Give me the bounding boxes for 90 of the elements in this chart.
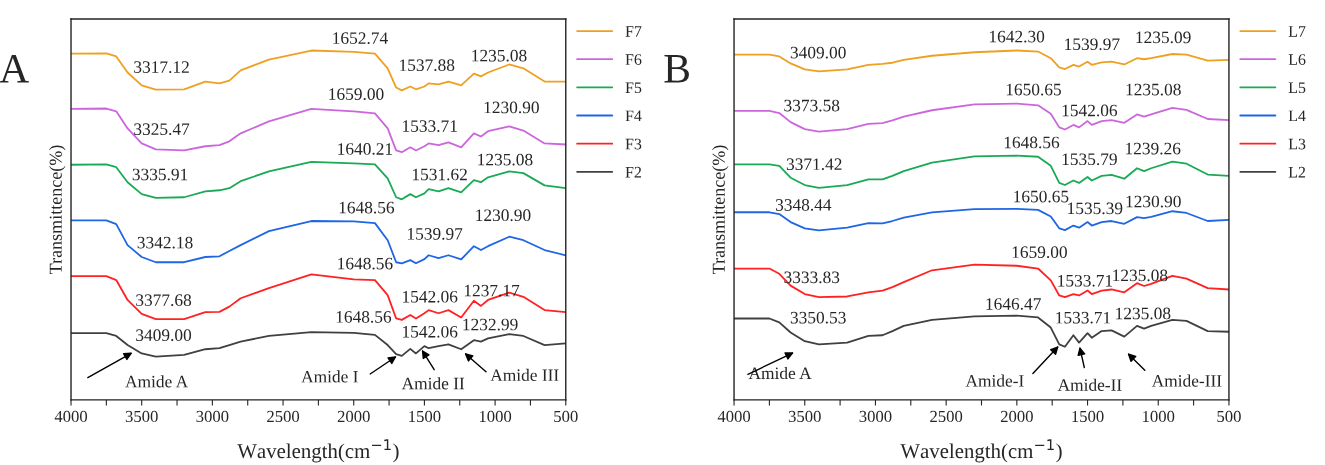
legend-label: F3 [625,138,642,150]
annotation: 1539.97 [407,228,463,240]
y-axis-title: Transmittence(%) [49,145,66,275]
annotation: 1542.06 [1062,104,1118,117]
annotation: 3373.58 [784,99,840,112]
annotation: 1235.08 [1113,269,1168,282]
legend-label: F6 [625,54,642,65]
chart-title: B [664,55,689,83]
annotation: 1533.71 [1058,274,1113,287]
annotation: 1537.88 [400,59,455,72]
annotation: 1659.00 [1012,246,1067,259]
annotation: 3350.53 [790,311,846,324]
annotation: Amide A [748,366,812,380]
annotation: 1659.00 [329,88,384,101]
annotation: 1239.26 [1126,142,1181,155]
legend-label: L6 [1288,54,1306,65]
x-tick-label: 3000 [859,410,892,423]
annotation: 1235.08 [1126,83,1181,96]
x-tick-label: 2500 [267,410,300,423]
x-tick-label: 3500 [125,410,158,423]
annotation: 3325.47 [134,123,190,136]
x-tick-label: 1500 [1072,410,1104,423]
x-tick-label: 2000 [337,410,370,423]
annotation: Amide II [401,377,465,390]
annotation: 1230.90 [1126,195,1181,208]
annotation: 3317.12 [134,61,189,73]
annotation: 1648.56 [1004,136,1060,149]
annotation: 1535.39 [1068,202,1123,215]
x-tick-label: 500 [554,410,578,423]
chart-title: A [0,54,29,83]
annotation: Amide-III [1151,374,1222,387]
annotation: 1235.08 [472,49,527,62]
legend-label: F4 [625,110,642,122]
annotation: 1533.71 [403,120,457,133]
annotation: Amide A [125,375,189,388]
x-tick-label: 3500 [788,410,821,423]
legend-label: L4 [1288,110,1306,122]
annotation: Amide I [301,370,358,383]
annotation: 1533.71 [1056,311,1111,324]
annotation: 1648.56 [339,201,395,214]
annotation: 1650.65 [1006,83,1061,96]
x-tick-label: 2000 [1000,410,1033,423]
annotation: 1542.06 [403,325,458,338]
annotation: 1237.17 [464,284,520,297]
annotation: 1640.21 [338,143,393,155]
text: 1642.30 [989,30,1045,43]
annotation: 1230.90 [484,101,539,114]
annotation: 1535.79 [1062,153,1117,166]
annotation: 1648.56 [336,311,392,323]
x-tick-label: 1000 [1143,410,1175,423]
annotation: 1531.62 [412,168,467,181]
legend-label: F5 [625,82,642,94]
x-tick-label: 500 [1217,410,1241,423]
text: 1539.97 [1065,38,1120,51]
text: 1235.09 [1136,31,1191,44]
annotation: 1650.65 [1014,190,1069,203]
annotation: 3342.18 [137,236,193,249]
legend-label: F7 [625,26,642,37]
annotation: 1232.99 [463,318,518,331]
annotation: 1235.08 [1116,307,1171,320]
x-tick-label: 4000 [717,410,751,423]
y-axis-title: Transmittence(%) [712,145,729,275]
annotation: Amide-I [965,374,1024,387]
annotation: 3333.83 [784,271,840,284]
annotation: 3348.44 [775,199,832,211]
annotation: 3377.68 [136,294,192,307]
annotation: 1648.56 [338,257,393,270]
annotation: Amide-II [1057,378,1122,391]
text: 1652.74 [333,32,388,45]
x-tick-label: 3000 [196,410,229,423]
annotation: Amide III [490,368,559,382]
x-tick-label: 1500 [409,410,441,423]
legend-label: L5 [1288,82,1306,94]
annotation: 3371.42 [786,158,842,171]
annotation: 3335.91 [132,168,188,181]
x-tick-label: 4000 [54,410,88,423]
x-axis-title: Wavelength(cm$^{−1}$) [900,439,1062,463]
x-axis-title: Wavelength(cm$^{−1}$) [237,439,399,463]
annotation: 3409.00 [136,329,192,342]
annotation: 1230.90 [476,209,531,222]
legend-label: L7 [1288,26,1306,37]
annotation: 3409.00 [790,46,846,59]
legend-label: L2 [1288,166,1306,178]
x-tick-label: 1000 [479,410,512,423]
annotation: 1646.47 [986,298,1041,310]
legend-label: F2 [625,166,642,178]
legend-label: L3 [1288,138,1306,150]
annotation: 1542.06 [403,290,458,303]
x-tick-label: 2500 [930,410,963,423]
annotation: 1235.08 [478,153,533,166]
